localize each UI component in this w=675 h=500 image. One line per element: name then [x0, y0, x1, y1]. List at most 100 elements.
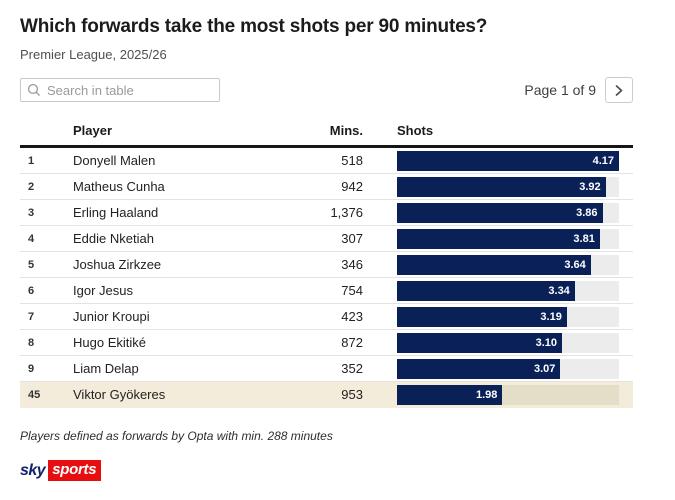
bar-value: 3.81	[573, 232, 595, 245]
footnote: Players defined as forwards by Opta with…	[20, 429, 333, 443]
player-cell: Matheus Cunha	[73, 179, 165, 194]
table-header: Player Mins. Shots	[20, 123, 633, 148]
bar-cell: 3.19	[397, 306, 633, 327]
bar-cell: 3.92	[397, 176, 633, 197]
mins-cell: 1,376	[330, 205, 363, 220]
mins-cell: 307	[341, 231, 363, 246]
bar-value: 3.92	[579, 180, 601, 193]
mins-cell: 942	[341, 179, 363, 194]
rank-cell: 1	[28, 154, 35, 167]
table-row: 4 Eddie Nketiah 307 3.81	[20, 226, 633, 252]
table-row: 2 Matheus Cunha 942 3.92	[20, 174, 633, 200]
rank-cell: 6	[28, 284, 35, 297]
bar-fill: 3.92	[397, 176, 606, 197]
bar-track: 4.17	[397, 150, 619, 171]
player-cell: Igor Jesus	[73, 283, 133, 298]
table-row: 5 Joshua Zirkzee 346 3.64	[20, 252, 633, 278]
chevron-right-icon	[615, 84, 623, 96]
table-row: 6 Igor Jesus 754 3.34	[20, 278, 633, 304]
rank-cell: 45	[28, 388, 41, 401]
table-row: 9 Liam Delap 352 3.07	[20, 356, 633, 382]
bar-fill: 3.10	[397, 332, 563, 353]
bar-cell: 3.10	[397, 332, 633, 353]
shots-table: Player Mins. Shots 1 Donyell Malen 518 4…	[20, 123, 633, 408]
rank-cell: 5	[28, 258, 35, 271]
bar-track: 3.92	[397, 176, 619, 197]
sports-logo-text: sports	[48, 460, 102, 481]
mins-cell: 518	[341, 153, 363, 168]
bar-value: 3.07	[534, 362, 556, 375]
player-cell: Donyell Malen	[73, 153, 156, 168]
bar-fill: 1.98	[397, 384, 503, 405]
bar-track: 3.86	[397, 202, 619, 223]
player-cell: Viktor Gyökeres	[73, 387, 166, 402]
bar-track: 3.07	[397, 358, 619, 379]
bar-value: 3.64	[564, 258, 586, 271]
player-cell: Liam Delap	[73, 361, 139, 376]
bar-cell: 3.86	[397, 202, 633, 223]
bar-fill: 3.19	[397, 306, 567, 327]
bar-cell: 3.64	[397, 254, 633, 275]
sky-logo-text: sky	[20, 461, 46, 479]
table-row: 45 Viktor Gyökeres 953 1.98	[20, 382, 633, 408]
bar-track: 3.34	[397, 280, 619, 301]
page-indicator: Page 1 of 9	[524, 82, 596, 98]
rank-cell: 8	[28, 336, 35, 349]
toolbar: Page 1 of 9	[20, 77, 633, 103]
bar-track: 3.64	[397, 254, 619, 275]
sky-sports-logo: sky sports	[20, 460, 633, 481]
table-body: 1 Donyell Malen 518 4.17 2 Matheus Cunha…	[20, 148, 633, 408]
bar-cell: 3.34	[397, 280, 633, 301]
page-title: Which forwards take the most shots per 9…	[20, 16, 488, 37]
search-input[interactable]	[47, 82, 213, 98]
bar-cell: 4.17	[397, 150, 633, 171]
bar-value: 3.34	[548, 284, 570, 297]
mins-cell: 754	[341, 283, 363, 298]
bar-cell: 3.81	[397, 228, 633, 249]
player-cell: Joshua Zirkzee	[73, 257, 162, 272]
bar-track: 3.10	[397, 332, 619, 353]
pagination: Page 1 of 9	[524, 77, 633, 103]
mins-cell: 352	[341, 361, 363, 376]
next-page-button[interactable]	[605, 77, 633, 103]
bar-value: 4.17	[592, 154, 614, 167]
player-cell: Hugo Ekitiké	[73, 335, 146, 350]
player-cell: Erling Haaland	[73, 205, 159, 220]
bar-value: 3.10	[535, 336, 558, 349]
bar-value: 3.19	[540, 310, 562, 323]
search-icon	[27, 83, 41, 97]
bar-value: 1.98	[475, 388, 498, 401]
mins-cell: 423	[341, 309, 363, 324]
bar-fill: 4.17	[397, 150, 619, 171]
player-cell: Junior Kroupi	[73, 309, 150, 324]
mins-cell: 953	[341, 387, 363, 402]
mins-header: Mins.	[329, 123, 363, 138]
bar-track: 1.98	[397, 384, 619, 405]
table-row: 8 Hugo Ekitiké 872 3.10	[20, 330, 633, 356]
rank-cell: 7	[28, 310, 35, 323]
mins-cell: 346	[341, 257, 363, 272]
bar-fill: 3.64	[397, 254, 591, 275]
rank-cell: 4	[28, 232, 35, 245]
bar-cell: 3.07	[397, 358, 633, 379]
table-row: 7 Junior Kroupi 423 3.19	[20, 304, 633, 330]
bar-cell: 1.98	[397, 384, 633, 405]
bar-fill: 3.81	[397, 228, 600, 249]
table-row: 1 Donyell Malen 518 4.17	[20, 148, 633, 174]
page-subtitle: Premier League, 2025/26	[20, 47, 167, 62]
player-header: Player	[73, 123, 113, 138]
bar-track: 3.81	[397, 228, 619, 249]
bar-track: 3.19	[397, 306, 619, 327]
bar-fill: 3.86	[397, 202, 603, 223]
bar-fill: 3.07	[397, 358, 561, 379]
widget-container: Which forwards take the most shots per 9…	[20, 0, 633, 481]
rank-cell: 3	[28, 206, 35, 219]
rank-cell: 9	[28, 362, 35, 375]
bar-value: 3.86	[576, 206, 598, 219]
shots-header: Shots	[397, 123, 434, 138]
rank-cell: 2	[28, 180, 35, 193]
player-cell: Eddie Nketiah	[73, 231, 154, 246]
search-box[interactable]	[20, 78, 220, 102]
bar-fill: 3.34	[397, 280, 575, 301]
mins-cell: 872	[341, 335, 363, 350]
